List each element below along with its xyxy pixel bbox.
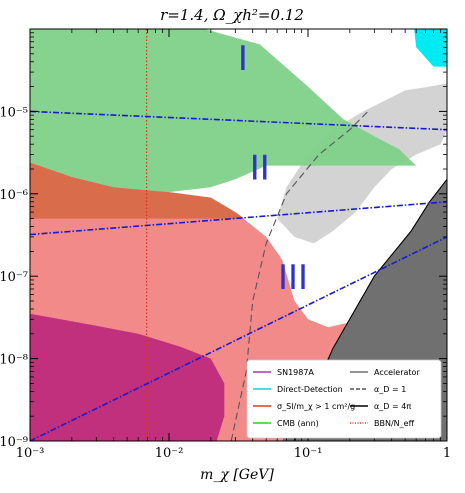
plot-border xyxy=(29,28,448,442)
region-direct-detection xyxy=(414,29,447,67)
x-axis-title: m_χ [GeV] xyxy=(200,467,274,483)
blue-line-1 xyxy=(30,110,447,131)
legend-label: α_D = 1 xyxy=(374,385,406,394)
axis-ticks: 10⁻³ 10⁻² 10⁻¹ 1 10⁻⁵ 10⁻⁶ 10⁻⁷ 10⁻⁸ 10⁻⁹ xyxy=(0,29,451,461)
legend: SN1987A Direct-Detection σ_SI/m_χ > 1 cm²/… xyxy=(246,359,442,439)
legend-label: CMB (ann) xyxy=(277,419,319,428)
region-label-iii: III xyxy=(278,258,308,298)
x-tick-label: 10⁻¹ xyxy=(294,446,323,461)
legend-label: SN1987A xyxy=(277,368,314,377)
y-tick-label: 10⁻⁹ xyxy=(0,435,28,450)
legend-box xyxy=(246,359,442,439)
x-tick-label: 10⁻³ xyxy=(16,446,45,461)
blue-line-3 xyxy=(30,236,447,441)
plot-area xyxy=(30,29,447,441)
plot-frame xyxy=(29,28,448,442)
x-tick-label: 10⁻² xyxy=(155,446,184,461)
region-label-i: I xyxy=(238,39,248,79)
region-label-ii: II xyxy=(250,148,270,188)
region-cmb-sidm-overlap xyxy=(30,162,245,219)
y-tick-label: 10⁻⁸ xyxy=(0,353,28,368)
x-tick-label: 1 xyxy=(443,446,451,461)
legend-label: α_D = 4π xyxy=(374,402,411,411)
y-tick-label: 10⁻⁵ xyxy=(0,105,28,120)
legend-label: σ_SI/m_χ > 1 cm²/g xyxy=(277,402,355,411)
legend-label: BBN/N_eff xyxy=(374,419,415,428)
chart-title: r=1.4, Ω_χh²=0.12 xyxy=(160,6,304,24)
region-cmb xyxy=(30,29,417,193)
legend-label: Direct-Detection xyxy=(277,385,343,394)
legend-label: Accelerator xyxy=(374,368,420,377)
region-sn1987a xyxy=(30,313,225,441)
blue-line-2 xyxy=(30,201,447,236)
y-tick-label: 10⁻⁶ xyxy=(0,188,28,203)
y-tick-label: 10⁻⁷ xyxy=(0,270,28,285)
alpha-d-1-curve xyxy=(230,111,369,441)
